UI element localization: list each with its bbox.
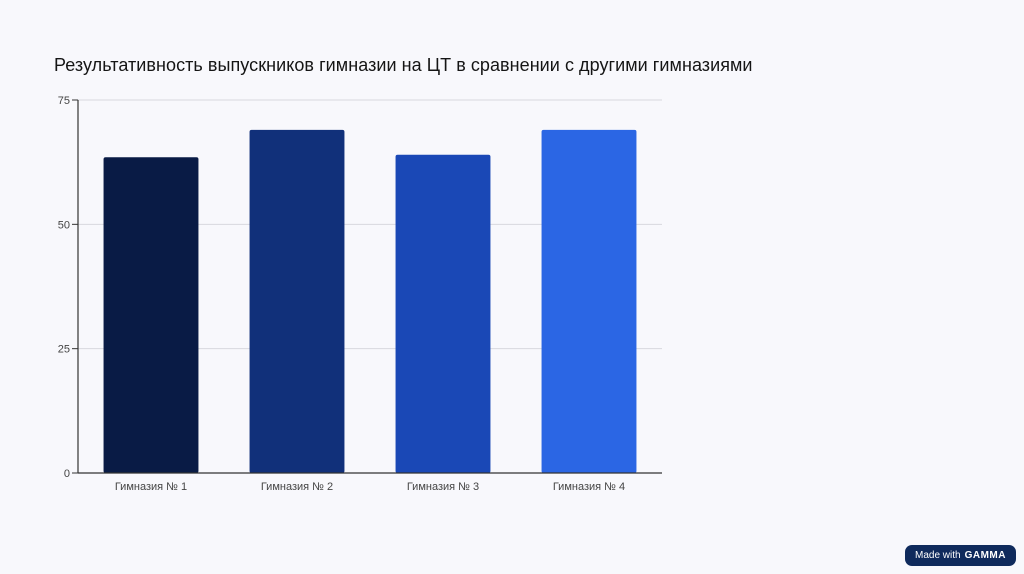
bar [395, 154, 491, 473]
y-ticks: 0 25 50 75 [58, 95, 78, 480]
bar [103, 157, 199, 473]
bar [541, 129, 637, 473]
made-with-gamma-badge[interactable]: Made with GAMMA [905, 545, 1016, 566]
x-tick-label: Гимназия № 2 [261, 481, 333, 493]
x-tick-label: Гимназия № 4 [553, 481, 625, 493]
y-tick-label: 50 [58, 219, 70, 231]
y-tick-label: 0 [64, 468, 70, 480]
x-tick-label: Гимназия № 1 [115, 481, 187, 493]
bar [249, 129, 345, 473]
x-tick-label: Гимназия № 3 [407, 481, 479, 493]
y-tick-label: 25 [58, 344, 70, 356]
y-tick-label: 75 [58, 95, 70, 107]
page-title: Результативность выпускников гимназии на… [54, 55, 753, 75]
x-ticks: Гимназия № 1 Гимназия № 2 Гимназия № 3 Гимн… [115, 481, 625, 493]
bars [103, 129, 637, 473]
gamma-logo: GAMMA [964, 550, 1006, 561]
badge-label: Made with [915, 550, 961, 561]
